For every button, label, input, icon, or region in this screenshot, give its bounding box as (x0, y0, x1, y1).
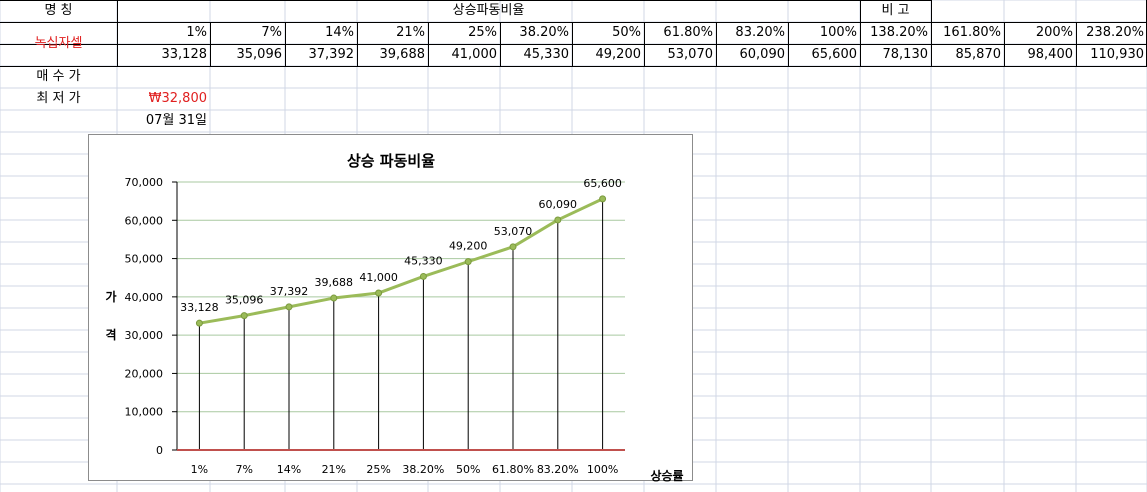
price-cell[interactable]: 39,688 (379, 47, 426, 62)
buy-price-label[interactable]: 매 수 가 (36, 69, 81, 84)
ratio-title-cell[interactable]: 상승파동비율 (452, 3, 525, 18)
y-tick-label: 20,000 (125, 367, 164, 380)
price-cell[interactable]: 110,930 (1090, 47, 1144, 62)
x-tick-label: 61.80% (492, 463, 534, 476)
x-tick-label: 14% (277, 463, 301, 476)
note-header-cell[interactable]: 비 고 (881, 3, 910, 18)
data-label: 37,392 (270, 285, 309, 298)
ratio-cell[interactable]: 83.20% (735, 25, 785, 40)
data-point[interactable] (464, 258, 472, 266)
stock-name-cell[interactable]: 녹십자셀 (34, 36, 83, 51)
low-price-value[interactable]: ₩32,800 (148, 91, 207, 106)
y-tick-label: 50,000 (125, 253, 164, 266)
x-tick-label: 7% (235, 463, 252, 476)
ratio-cell[interactable]: 238.20% (1086, 25, 1144, 40)
ratio-cell[interactable]: 161.80% (943, 25, 1001, 40)
data-label: 33,128 (180, 301, 219, 314)
data-point[interactable] (554, 216, 562, 224)
data-label: 39,688 (315, 276, 354, 289)
ratio-cell[interactable]: 200% (1035, 25, 1073, 40)
data-point[interactable] (285, 303, 293, 311)
x-tick-label: 1% (191, 463, 208, 476)
y-tick-label: 30,000 (125, 329, 164, 342)
name-header-cell[interactable]: 명 칭 (44, 3, 73, 18)
x-tick-label: 25% (366, 463, 390, 476)
y-axis-label-char: 격 (105, 327, 116, 342)
x-tick-label: 100% (587, 463, 618, 476)
date-value[interactable]: 07월 31일 (145, 113, 207, 128)
y-tick-label: 40,000 (125, 291, 164, 304)
chart-title: 상승 파동비율 (347, 152, 435, 170)
price-series-line (199, 197, 604, 325)
data-point[interactable] (240, 312, 248, 320)
data-label: 49,200 (449, 240, 488, 253)
ratio-cell[interactable]: 61.80% (663, 25, 713, 40)
data-label: 60,090 (539, 198, 578, 211)
ratio-cell[interactable]: 100% (819, 25, 857, 40)
rise-wave-ratio-chart[interactable]: 상승 파동비율 0 10,000 20,000 30,000 40,000 50,000 60… (88, 134, 693, 482)
ratio-cell[interactable]: 21% (396, 25, 425, 40)
y-tick-label: 0 (156, 444, 163, 457)
price-cell[interactable]: 65,600 (811, 47, 858, 62)
data-point[interactable] (599, 195, 607, 203)
ratio-cell[interactable]: 25% (468, 25, 497, 40)
price-cell[interactable]: 45,330 (523, 47, 570, 62)
data-label: 35,096 (225, 294, 264, 307)
data-point[interactable] (195, 319, 203, 327)
y-tick-label: 60,000 (125, 214, 164, 227)
ratio-cell[interactable]: 1% (186, 25, 207, 40)
data-label: 53,070 (494, 225, 533, 238)
x-tick-label: 83.20% (537, 463, 579, 476)
data-label: 65,600 (583, 177, 622, 190)
x-axis-label: 상승률 (650, 468, 683, 482)
data-label: 41,000 (359, 271, 398, 284)
price-cell[interactable]: 85,870 (955, 47, 1002, 62)
data-point[interactable] (509, 243, 517, 251)
price-cell[interactable]: 78,130 (882, 47, 929, 62)
ratio-cell[interactable]: 50% (612, 25, 641, 40)
ratio-cell[interactable]: 14% (325, 25, 354, 40)
x-tick-label: 38.20% (402, 463, 444, 476)
y-tick-label: 10,000 (125, 406, 164, 419)
ratio-cell[interactable]: 138.20% (870, 25, 928, 40)
ratio-cell[interactable]: 7% (261, 25, 282, 40)
price-cell[interactable]: 37,392 (308, 47, 355, 62)
price-cell[interactable]: 41,000 (451, 47, 498, 62)
data-point[interactable] (375, 289, 383, 297)
ratio-cell[interactable]: 38.20% (519, 25, 569, 40)
x-tick-label: 50% (456, 463, 480, 476)
price-cell[interactable]: 53,070 (667, 47, 714, 62)
chart-canvas: 상승 파동비율 0 10,000 20,000 30,000 40,000 50,000 60… (105, 152, 683, 482)
price-cell[interactable]: 60,090 (739, 47, 786, 62)
price-cell[interactable]: 35,096 (236, 47, 283, 62)
price-cell[interactable]: 98,400 (1027, 47, 1074, 62)
price-cell[interactable]: 33,128 (161, 47, 208, 62)
x-tick-label: 21% (322, 463, 346, 476)
y-tick-label: 70,000 (125, 176, 164, 189)
data-point[interactable] (419, 272, 427, 280)
data-point[interactable] (330, 294, 338, 302)
data-label: 45,330 (404, 254, 443, 267)
low-price-label[interactable]: 최 저 가 (36, 91, 81, 106)
price-cell[interactable]: 49,200 (595, 47, 642, 62)
y-axis-label-char: 가 (105, 289, 116, 304)
